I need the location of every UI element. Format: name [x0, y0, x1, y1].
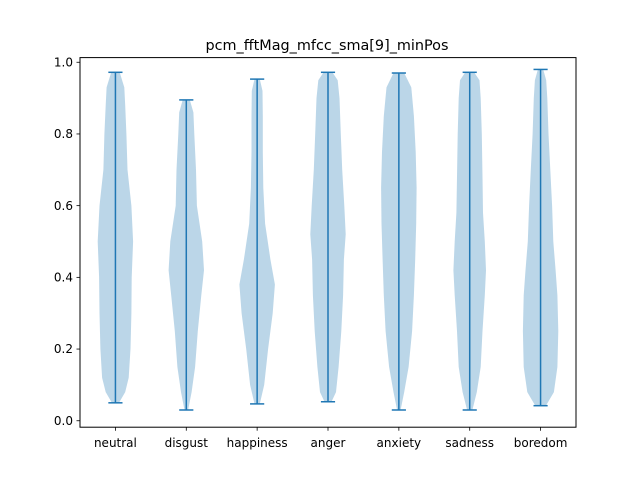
y-tick-label: 0.0	[54, 414, 73, 428]
y-tick-label: 0.2	[54, 342, 73, 356]
y-tick-label: 1.0	[54, 55, 73, 69]
x-tick-label-neutral: neutral	[94, 436, 137, 450]
y-tick-label: 0.6	[54, 199, 73, 213]
violin-whiskers	[108, 68, 548, 411]
x-tick-label-anger: anger	[311, 436, 346, 450]
x-tick-label-boredom: boredom	[514, 436, 568, 450]
x-tick-label-sadness: sadness	[445, 436, 494, 450]
y-axis: 0.0 0.2 0.4 0.6 0.8 1.0	[54, 55, 80, 428]
x-tick-label-anxiety: anxiety	[377, 436, 422, 450]
y-tick-label: 0.8	[54, 127, 73, 141]
y-tick-label: 0.4	[54, 271, 73, 285]
x-tick-label-happiness: happiness	[227, 436, 288, 450]
x-axis: neutral disgust happiness anger anxiety sadne…	[94, 427, 567, 450]
chart-title: pcm_fftMag_mfcc_sma[9]_minPos	[205, 38, 448, 54]
x-tick-label-disgust: disgust	[165, 436, 209, 450]
